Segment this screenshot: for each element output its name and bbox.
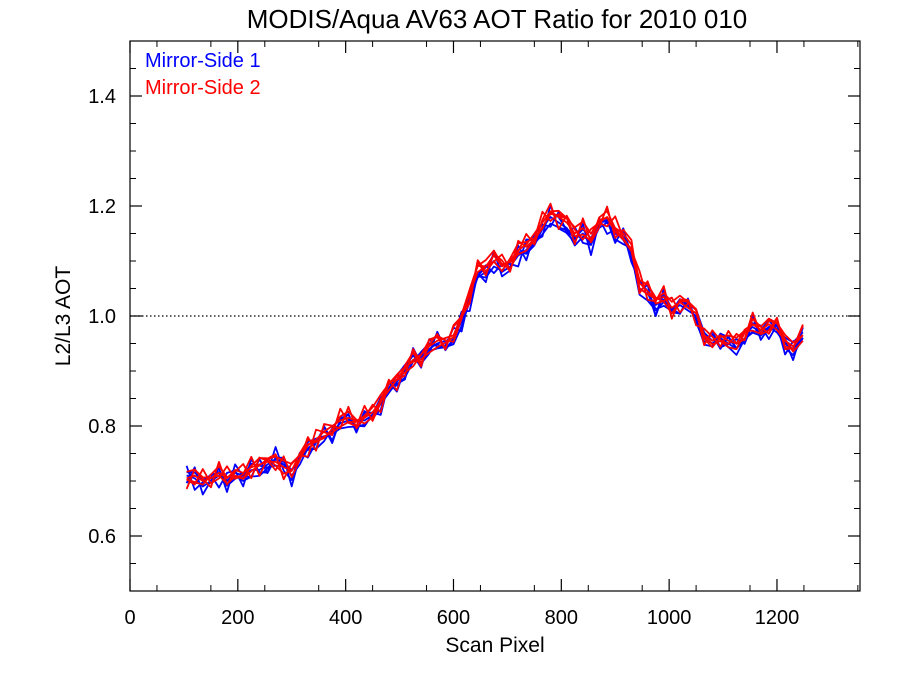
y-tick-label: 0.8 (88, 416, 116, 438)
y-tick-label: 1.2 (88, 196, 116, 218)
x-tick-label: 0 (124, 607, 135, 629)
series-2-line (185, 205, 804, 490)
x-tick-label: 1200 (755, 607, 800, 629)
x-tick-label: 600 (437, 607, 470, 629)
x-tick-label: 1000 (647, 607, 692, 629)
x-tick-label: 800 (545, 607, 578, 629)
x-tick-label: 400 (329, 607, 362, 629)
legend: Mirror-Side 1 Mirror-Side 2 (145, 50, 261, 99)
y-axis-title: L2/L3 AOT (52, 266, 75, 367)
legend-label-mirror-side-1: Mirror-Side 1 (145, 50, 261, 72)
legend-label-mirror-side-2: Mirror-Side 2 (145, 77, 261, 99)
plot-frame (129, 40, 861, 592)
chart-title: MODIS/Aqua AV63 AOT Ratio for 2010 010 (247, 4, 748, 34)
plot-area (129, 40, 860, 592)
y-tick-label: 1.4 (88, 86, 116, 108)
y-tick-label: 0.6 (88, 526, 116, 548)
x-axis-title: Scan Pixel (445, 634, 544, 657)
series-2 (185, 202, 804, 490)
x-tick-label: 200 (221, 607, 254, 629)
y-tick-label: 1.0 (88, 306, 116, 328)
